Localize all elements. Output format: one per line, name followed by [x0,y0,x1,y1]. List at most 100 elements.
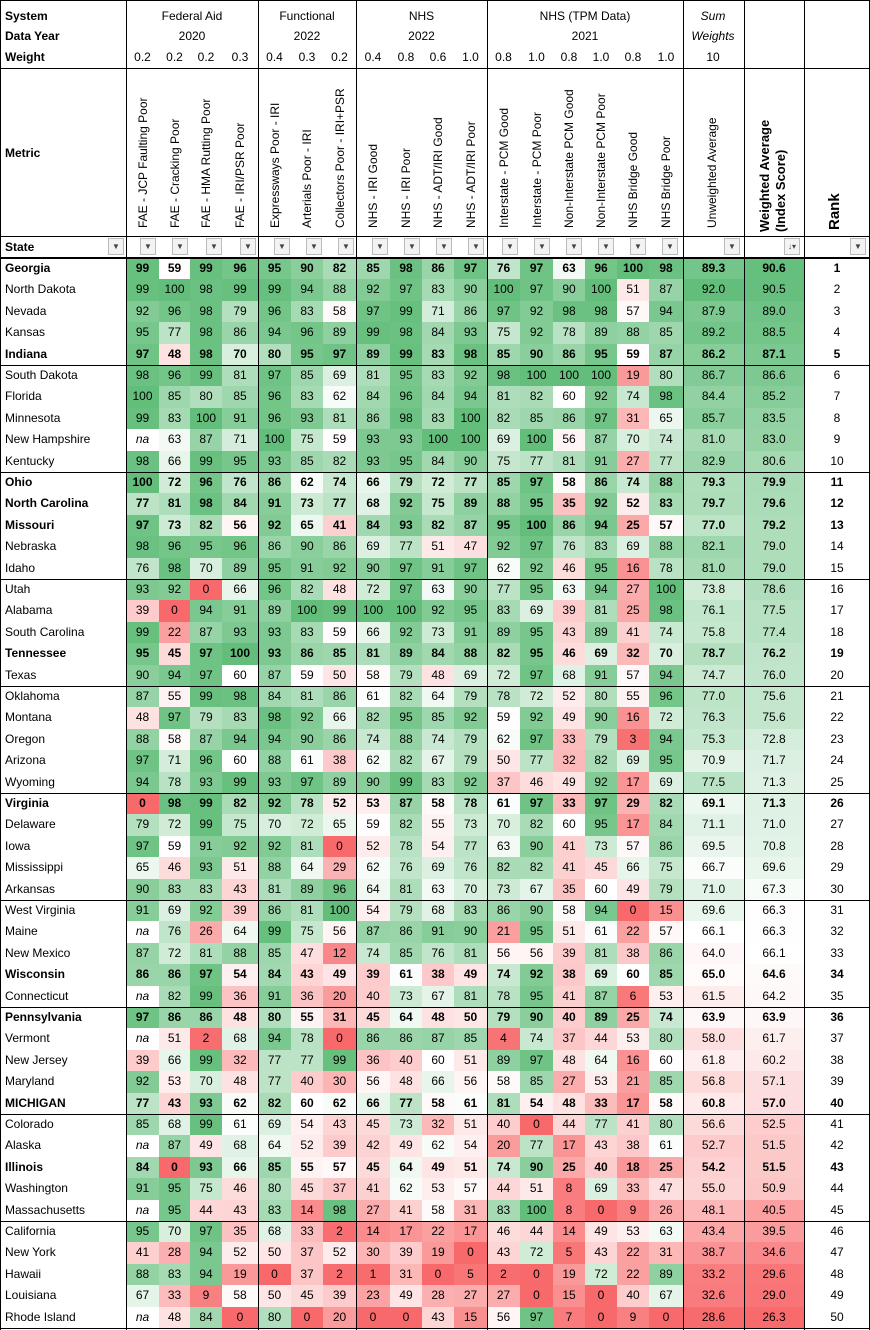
metric-value: 82 [390,686,422,708]
metric-value: 45 [585,857,617,879]
metric-value: 58 [422,793,454,815]
metric-value: 14 [553,1221,585,1243]
filter-dropdown-button[interactable]: ▼ [306,238,322,255]
metric-value: 59 [323,429,356,451]
filter-dropdown-button[interactable]: ▼ [850,238,866,255]
metric-value: 98 [222,686,258,708]
metric-value: 98 [649,258,683,280]
metric-value: 76 [222,472,258,494]
metric-value: 91 [422,921,454,943]
metric-value: 51 [454,1114,487,1136]
metric-value: 17 [617,771,649,793]
filter-dropdown-button[interactable]: ▼ [206,238,222,255]
metric-value: 70 [190,557,222,579]
metric-value: 61 [222,1114,258,1136]
metric-value: 51 [617,279,649,301]
metric-value: 87 [454,514,487,537]
filter-dropdown-button[interactable]: ▼ [274,238,290,255]
rank-value: 28 [830,838,844,853]
metric-value: 63 [553,258,585,280]
metric-value: 25 [617,600,649,622]
group-name: Federal Aid [161,9,223,23]
state-name: Arizona [5,753,46,768]
metric-value: 45 [356,1007,390,1029]
metric-value: 21 [487,921,520,943]
filter-dropdown-button[interactable]: ▼ [502,238,518,255]
filter-dropdown-button[interactable]: ▼ [534,238,550,255]
state-name: New Mexico [5,945,71,960]
filter-dropdown-button[interactable]: ▼ [338,238,354,255]
filter-dropdown-button[interactable]: ▼ [566,238,582,255]
metric-value: 97 [520,472,553,494]
metric-value: 2 [487,1263,520,1286]
filter-dropdown-button[interactable]: ▼ [630,238,646,255]
metric-value: 81 [454,942,487,965]
filter-dropdown-button[interactable]: ▼ [140,238,156,255]
unweighted-average-value: 66.7 [683,857,744,879]
metric-value: 87 [190,621,222,644]
metric-value: 78 [454,793,487,815]
metric-value: 54 [454,1135,487,1157]
metric-value: 98 [649,600,683,622]
metric-value: 79 [585,728,617,751]
metric-value: 46 [487,1221,520,1243]
row-divider [0,365,870,366]
metric-value: 53 [617,1221,649,1243]
filter-dropdown-button[interactable]: ▼ [662,238,678,255]
metric-value: 62 [487,557,520,579]
filter-dropdown-button[interactable]: ▼ [108,238,124,255]
metric-name: Collectors Poor - IRI+PSR [332,88,347,228]
metric-value: 49 [422,1156,454,1179]
metric-value: 92 [390,621,422,644]
filter-dropdown-button[interactable]: ▼ [240,238,256,255]
metric-value: 73 [487,878,520,900]
metric-value: 72 [520,686,553,708]
metric-value: 50 [323,664,356,686]
metric-value: 43 [323,1114,356,1136]
rank-value: 42 [830,1138,844,1153]
metric-value: 92 [520,707,553,729]
filter-dropdown-button[interactable]: ▼ [598,238,614,255]
metric-value: 99 [222,279,258,301]
metric-value: 93 [390,514,422,537]
metric-value: 84 [258,964,291,986]
rank-value: 33 [830,945,844,960]
metric-value: na [126,1028,159,1050]
filter-dropdown-button[interactable]: ▼ [172,238,188,255]
metric-value: 43 [585,1242,617,1264]
metric-value: 98 [190,300,222,323]
filter-dropdown-button[interactable]: ▼ [468,238,484,255]
metric-value: 17 [454,1221,487,1243]
metric-value: 81 [585,600,617,622]
metric-value: 19 [617,365,649,387]
metric-value: 92 [454,365,487,387]
state-name: Minnesota [5,410,61,425]
filter-dropdown-button[interactable]: ▼ [372,238,388,255]
filter-dropdown-button[interactable]: ▼ [436,238,452,255]
unweighted-average-value: 87.9 [683,300,744,323]
metric-value: 25 [617,1007,649,1029]
metric-value: 0 [291,1306,323,1328]
unweighted-average-value: 82.1 [683,536,744,558]
metric-value: 56 [487,1306,520,1328]
metric-value: 51 [454,1049,487,1072]
metric-value: 27 [617,450,649,472]
metric-value: 44 [520,1221,553,1243]
filter-dropdown-button[interactable]: ▼ [724,238,740,255]
metric-value: 48 [159,1306,190,1328]
metric-value: 97 [390,557,422,579]
metric-value: 0 [390,1306,422,1328]
metric-value: 75 [649,857,683,879]
filter-dropdown-button[interactable]: ▼ [404,238,420,255]
sort-descending-icon[interactable]: ↓▾ [784,238,800,255]
metric-value: 0 [454,1242,487,1264]
metric-value: 62 [390,1178,422,1200]
metric-value: 69 [356,536,390,558]
metric-value: 71 [222,429,258,451]
rank-value: 27 [830,817,844,832]
metric-value: 20 [323,985,356,1007]
state-name: Alaska [5,1138,42,1153]
metric-value: 74 [487,964,520,986]
metric-value: 100 [520,429,553,451]
metric-value: 94 [291,279,323,301]
